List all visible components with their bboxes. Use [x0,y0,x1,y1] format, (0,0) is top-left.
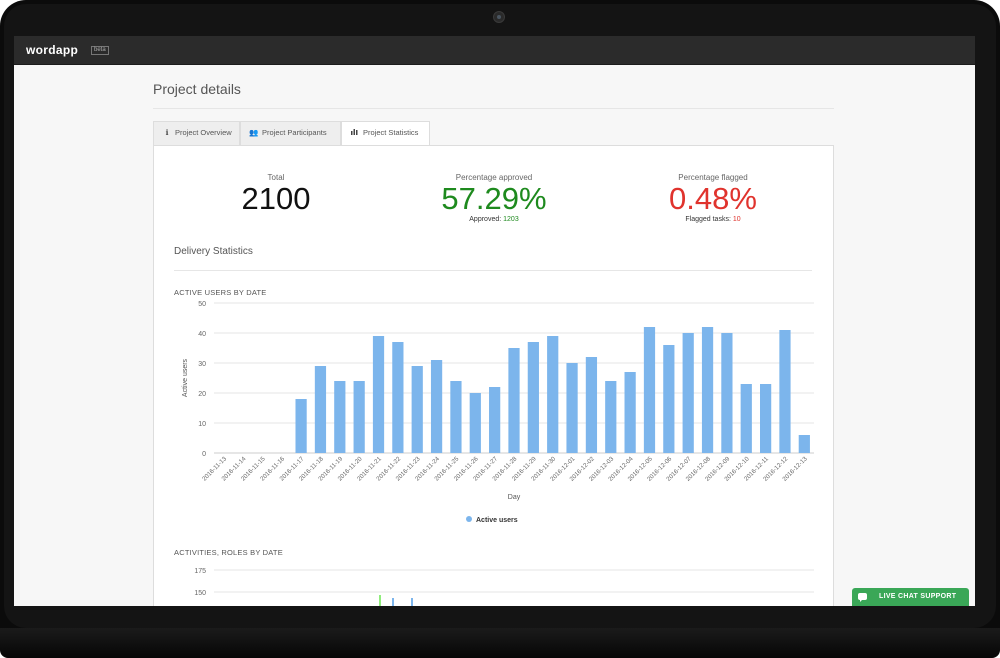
stat-flagged-sub: Flagged tasks: 10 [613,216,813,223]
users-icon: 👥 [249,128,259,137]
bar [450,381,462,453]
chart-title-activities-roles: ACTIVITIES, ROLES BY DATE [174,548,283,557]
stat-flagged-value: 0.48% [669,181,757,216]
bar [392,598,394,606]
section-title: Delivery Statistics [174,246,253,257]
stat-approved-sub: Approved: 1203 [394,216,594,223]
stat-approved-value: 57.29% [441,181,547,216]
legend-label: Active users [476,517,518,524]
y-tick-label: 150 [194,590,206,597]
bar [547,336,559,453]
live-chat-label: LIVE CHAT SUPPORT [879,593,957,600]
bar [353,381,365,453]
bar [469,393,481,453]
info-icon: ℹ [165,128,169,137]
stat-flagged: Percentage flagged 0.48% Flagged tasks: … [613,173,813,223]
bar [721,333,733,453]
bar [740,384,752,453]
webcam-icon [493,11,505,23]
stat-total-value: 2100 [241,181,311,216]
bar [760,384,772,453]
bar [624,372,636,453]
bar [566,363,578,453]
tab-project-overview[interactable]: ℹ Project Overview [153,121,240,145]
tab-label: Project Participants [262,128,327,137]
x-axis-title: Day [508,494,521,501]
approved-count-label: Approved: [469,216,502,223]
chart-title-active-users: ACTIVE USERS BY DATE [174,288,267,297]
bar [430,360,443,453]
tab-label: Project Overview [175,128,232,137]
bar [379,595,381,606]
page-title: Project details [153,81,241,97]
bar [701,327,714,453]
y-tick-label: 50 [198,301,206,308]
bar [779,330,791,453]
tab-project-statistics[interactable]: Project Statistics [341,121,430,146]
stat-flagged-label: Percentage flagged [678,173,748,182]
activities-roles-chart: 175 150 [194,568,814,606]
bar [295,399,307,453]
stat-total: Total 2100 [176,173,376,215]
bar [798,435,810,453]
bar [663,345,675,453]
title-divider [153,108,834,109]
y-tick-label: 40 [198,331,206,338]
logo-badge: beta [91,46,109,55]
app-logo[interactable]: wordapp [26,43,79,57]
bar [605,381,617,453]
approved-count-value: 1203 [503,216,519,223]
stat-total-label: Total [267,173,285,182]
bar [314,366,327,453]
stat-approved-label: Percentage approved [455,173,533,182]
bar [411,598,413,606]
flagged-count-label: Flagged tasks: [685,216,731,223]
legend-marker [466,516,472,522]
y-tick-label: 0 [202,451,206,458]
y-tick-label: 20 [198,391,206,398]
stat-approved: Percentage approved 57.29% Approved: 120… [394,173,594,223]
bar [682,333,694,453]
laptop-base [0,628,1000,658]
bar [527,342,539,453]
flagged-count-value: 10 [732,216,741,223]
y-axis-title: Active users [182,358,189,397]
bar [411,366,423,453]
live-chat-button[interactable]: LIVE CHAT SUPPORT [852,588,969,606]
bar [334,381,346,453]
bar-chart-icon [350,122,360,144]
tab-project-participants[interactable]: 👥 Project Participants [240,121,341,145]
bar [585,357,598,453]
bar [508,348,520,453]
y-tick-label: 10 [198,421,206,428]
bar [372,336,385,453]
active-users-chart: 010203040502016-11-132016-11-142016-11-1… [182,301,814,524]
top-navbar: wordapp beta [14,36,975,65]
app-screen: wordapp beta Project details ℹ Project Ov… [14,36,975,606]
chat-bubble-icon [858,593,867,602]
bar [392,342,404,453]
y-tick-label: 175 [194,568,206,575]
y-tick-label: 30 [198,361,206,368]
section-divider [174,270,812,271]
statistics-panel: Total 2100 Percentage approved 57.29% Ap… [153,145,834,606]
tab-label: Project Statistics [363,128,419,137]
bar [643,327,656,453]
bar [489,387,501,453]
